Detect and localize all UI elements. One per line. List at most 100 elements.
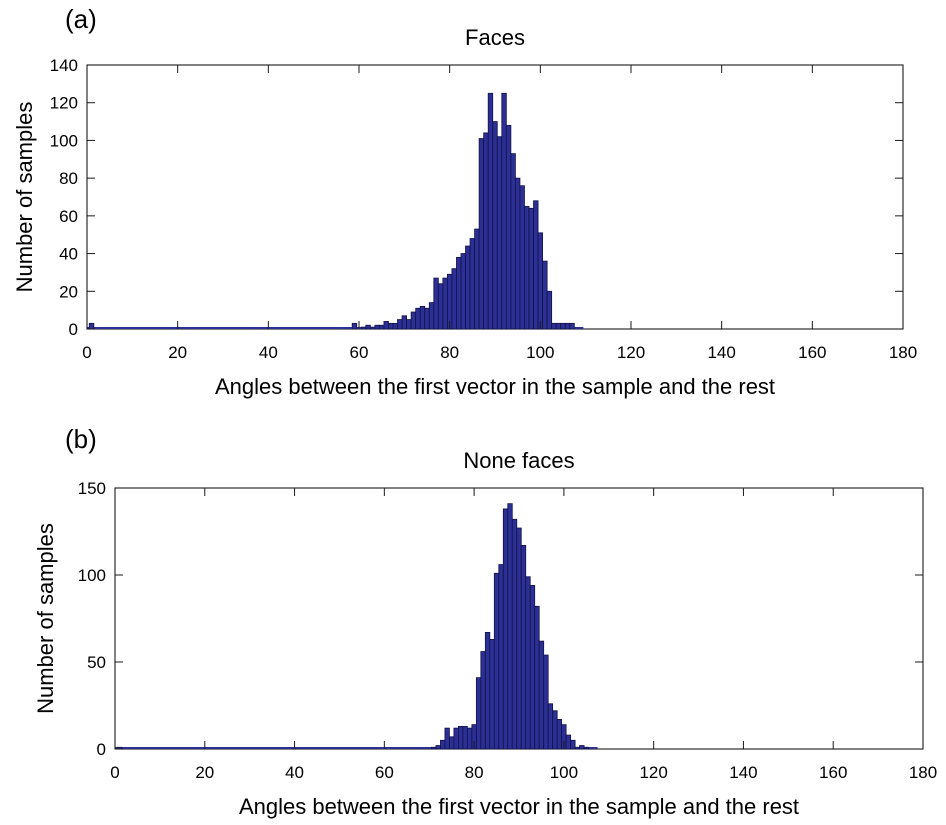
histogram-bar xyxy=(511,518,518,750)
x-tick-label: 0 xyxy=(82,343,91,362)
histogram-bar xyxy=(510,153,516,330)
y-tick-label: 40 xyxy=(59,245,78,264)
histogram-bar xyxy=(489,638,495,750)
x-tick-label: 20 xyxy=(195,763,214,782)
histogram-bar xyxy=(507,503,513,750)
chart-panel-b: 0 20 40 60 80 100 120 140 160 180 0 50 100 150 (b) None… xyxy=(33,424,937,819)
histogram-bar xyxy=(552,710,558,750)
histogram-bar xyxy=(492,121,498,330)
histogram-bar xyxy=(528,207,534,330)
histogram-bar xyxy=(440,739,446,750)
histogram-bar xyxy=(524,206,530,330)
x-tick-label: 180 xyxy=(889,343,917,362)
y-tick-label: 0 xyxy=(69,320,78,339)
histogram-bar xyxy=(437,283,444,330)
histogram-bar xyxy=(501,92,507,330)
histogram-bar xyxy=(351,322,358,330)
x-tick-label: 20 xyxy=(168,343,187,362)
histogram-bar xyxy=(555,322,562,330)
chart-title: Faces xyxy=(465,25,525,50)
y-axis-label: Number of samples xyxy=(33,523,58,714)
histogram-bar xyxy=(564,322,571,330)
histogram-bar xyxy=(547,703,554,750)
y-tick-label: 150 xyxy=(78,479,106,498)
histogram-bar xyxy=(378,324,385,330)
histogram-bar xyxy=(415,307,421,330)
histogram-bar xyxy=(406,319,412,330)
histogram-bar xyxy=(435,745,441,750)
histogram-bar xyxy=(502,508,509,750)
histogram-bar xyxy=(498,564,504,750)
histogram-bar xyxy=(556,719,563,750)
histogram-bar xyxy=(433,277,439,330)
histogram-bar xyxy=(397,319,403,330)
x-tick-label: 160 xyxy=(819,763,847,782)
y-tick-label: 120 xyxy=(50,94,78,113)
x-tick-label: 60 xyxy=(375,763,394,782)
histogram-bar xyxy=(483,132,489,330)
histogram-bar xyxy=(474,228,480,330)
histogram-bar xyxy=(478,138,485,330)
x-tick-label: 0 xyxy=(110,763,119,782)
histogram-bar xyxy=(460,253,466,330)
histogram-bar xyxy=(449,736,455,750)
histogram-bar xyxy=(88,322,95,330)
histogram-bar xyxy=(410,311,417,330)
x-axis-label: Angles between the first vector in the s… xyxy=(215,374,775,399)
x-tick-label: 60 xyxy=(350,343,369,362)
histogram-bar xyxy=(519,185,525,330)
x-tick-label: 120 xyxy=(617,343,645,362)
histogram-bar xyxy=(560,322,566,330)
histogram-bar xyxy=(444,727,450,750)
histogram-bar xyxy=(505,124,512,330)
histogram-bar xyxy=(565,734,572,750)
y-tick-label: 100 xyxy=(78,566,106,585)
x-axis-label: Angles between the first vector in the s… xyxy=(239,794,799,819)
y-tick-label: 80 xyxy=(59,169,78,188)
chart-title: None faces xyxy=(463,448,574,473)
chart-panel-a: 0 20 40 60 80 100 120 140 160 180 0 20 40 60 80 100 120 1… xyxy=(12,4,917,399)
x-tick-label: 80 xyxy=(440,343,459,362)
histogram-bar xyxy=(538,640,545,750)
x-tick-label: 40 xyxy=(285,763,304,782)
histogram-bar xyxy=(428,302,435,330)
y-tick-label: 60 xyxy=(59,207,78,226)
x-tick-label: 100 xyxy=(526,343,554,362)
histogram-bar xyxy=(569,322,575,330)
histogram-bar xyxy=(570,739,576,750)
histogram-bar xyxy=(493,572,500,750)
histogram-bar xyxy=(534,605,540,750)
histogram-bar xyxy=(533,200,539,330)
x-tick-label: 100 xyxy=(550,763,578,782)
histogram-bar xyxy=(369,326,376,330)
histogram-bar xyxy=(392,322,398,330)
histogram-bar xyxy=(543,654,549,750)
histogram-bar xyxy=(484,632,491,750)
histogram-bar xyxy=(551,322,557,330)
histogram-bar xyxy=(383,321,389,330)
histogram-bar xyxy=(462,725,468,750)
histogram-bar xyxy=(365,324,371,330)
histogram-bar xyxy=(442,277,448,330)
y-tick-label: 20 xyxy=(59,282,78,301)
y-tick-label: 50 xyxy=(87,653,106,672)
y-axis-label: Number of samples xyxy=(12,102,37,293)
x-tick-label: 180 xyxy=(909,763,937,782)
x-tick-label: 40 xyxy=(259,343,278,362)
histogram-bar xyxy=(453,727,459,750)
histogram-bar xyxy=(520,545,527,750)
histogram-bar xyxy=(574,746,580,750)
x-tick-label: 140 xyxy=(729,763,757,782)
y-tick-label: 100 xyxy=(50,131,78,150)
histogram-bar xyxy=(469,238,476,330)
x-tick-label: 160 xyxy=(798,343,826,362)
histogram-bar xyxy=(360,326,367,330)
histogram-bar xyxy=(515,177,521,330)
histogram-bar xyxy=(374,324,380,330)
histogram-bar xyxy=(496,136,503,330)
histogram-bar xyxy=(487,92,494,330)
x-tick-label: 80 xyxy=(465,763,484,782)
histogram-bar xyxy=(516,527,522,750)
histogram-bar xyxy=(529,585,536,750)
